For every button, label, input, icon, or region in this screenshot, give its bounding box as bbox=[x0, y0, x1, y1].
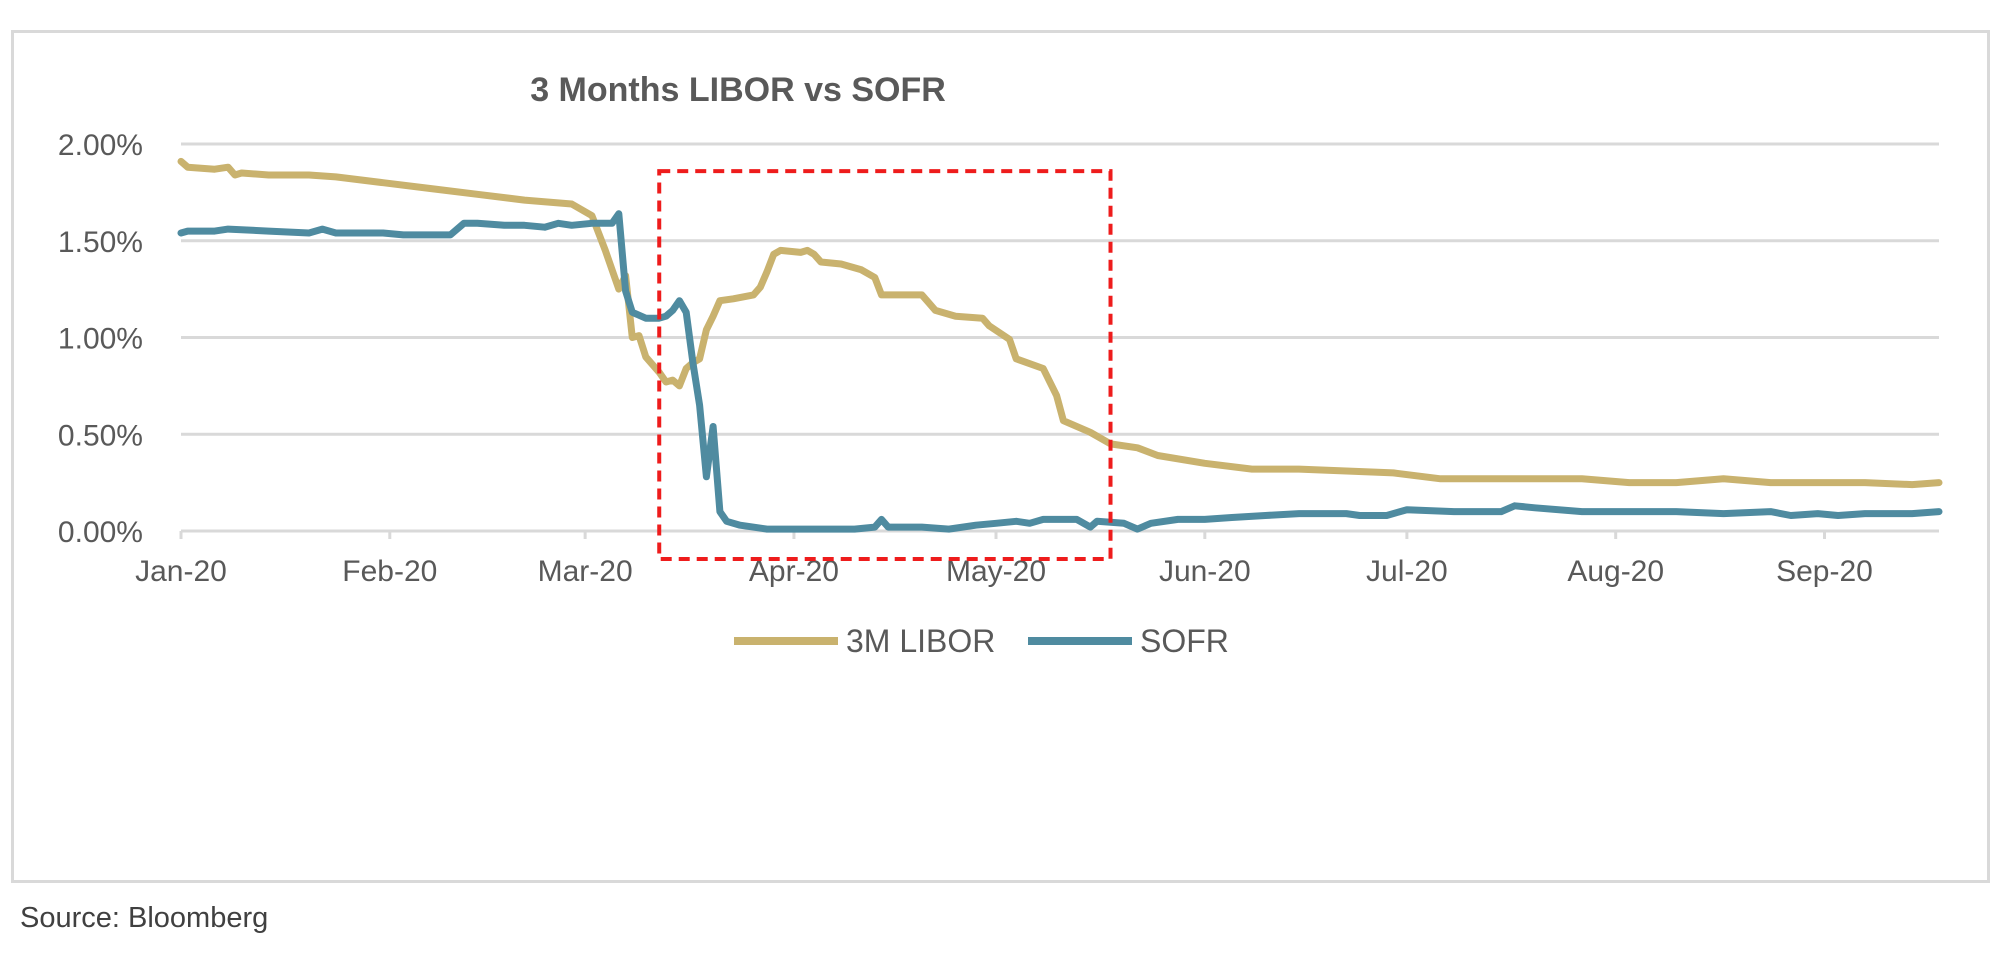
legend-label-3m-libor: 3M LIBOR bbox=[846, 623, 995, 659]
x-tick-label: Mar-20 bbox=[538, 555, 633, 588]
x-tick-label: Jan-20 bbox=[135, 555, 227, 588]
series-lines bbox=[177, 157, 1943, 533]
line-chart: 3 Months LIBOR vs SOFR 0.00% 0.50% 1.00% 1.… bbox=[58, 71, 1943, 659]
y-tick-label: 2.00% bbox=[58, 129, 143, 162]
x-tick-label: Jul-20 bbox=[1366, 555, 1448, 588]
legend-label-sofr: SOFR bbox=[1140, 623, 1229, 659]
legend: 3M LIBOR SOFR bbox=[734, 623, 1229, 659]
chart-title: 3 Months LIBOR vs SOFR bbox=[530, 71, 946, 109]
highlight-box bbox=[657, 169, 1113, 561]
x-tick-label: Aug-20 bbox=[1567, 555, 1664, 588]
y-tick-label: 0.00% bbox=[58, 516, 143, 549]
x-tick-label: Feb-20 bbox=[342, 555, 437, 588]
x-axis-ticks: Jan-20 Feb-20 Mar-20 Apr-20 May-20 Jun-20 Jul-… bbox=[135, 531, 1873, 588]
chart-frame: 3 Months LIBOR vs SOFR 0.00% 0.50% 1.00% 1.… bbox=[11, 30, 1990, 883]
source-note: Source: Bloomberg bbox=[20, 902, 269, 934]
y-axis-ticks: 0.00% 0.50% 1.00% 1.50% 2.00% bbox=[58, 129, 143, 549]
x-tick-label: Jun-20 bbox=[1159, 555, 1251, 588]
y-tick-label: 1.50% bbox=[58, 226, 143, 259]
y-tick-label: 0.50% bbox=[58, 419, 143, 452]
x-tick-label: Sep-20 bbox=[1776, 555, 1873, 588]
series-line-3m-libor bbox=[177, 157, 1943, 489]
gridlines bbox=[181, 142, 1939, 533]
series-line-sofr bbox=[177, 210, 1943, 533]
y-tick-label: 1.00% bbox=[58, 323, 143, 356]
